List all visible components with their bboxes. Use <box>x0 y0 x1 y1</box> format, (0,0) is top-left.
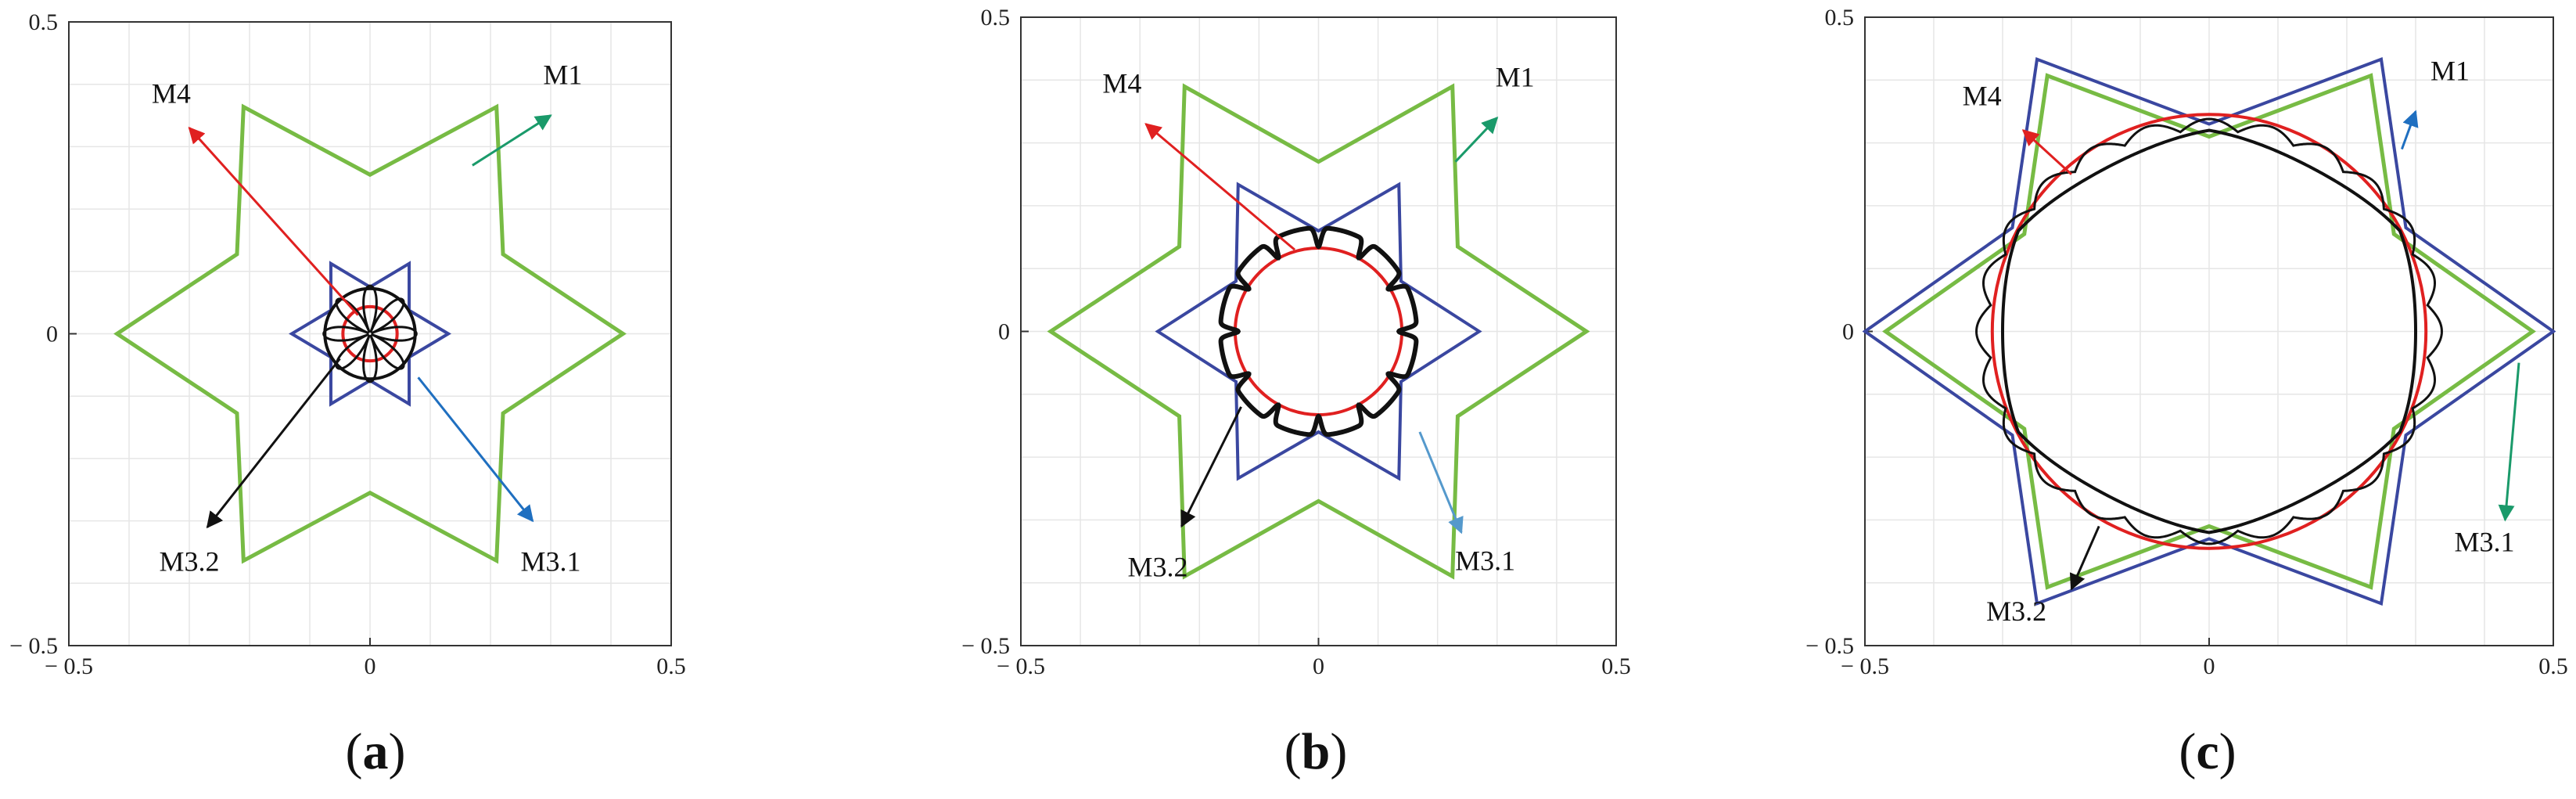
y-tick-label: 0 <box>46 322 58 347</box>
curve-m3-2 <box>323 286 417 381</box>
panel-c: − 0.5 0 0.5 − 0.5 0 0.5 M1 M4 M3.1 M3.2 (c) <box>1805 5 2568 780</box>
annotation-arrow <box>1180 406 1242 528</box>
curve-m4 <box>341 304 399 363</box>
caption-letter: a <box>363 723 389 780</box>
curve-m3-2 <box>1975 117 2443 545</box>
annotation-arrow <box>472 114 552 167</box>
x-tick-label: 0.5 <box>1601 653 1631 679</box>
x-tick-label: − 0.5 <box>997 653 1045 679</box>
annotation-arrow <box>1454 116 1499 163</box>
curve-m1 <box>1047 83 1590 580</box>
y-tick-label: 0.5 <box>1825 5 1855 31</box>
curve-m1 <box>1882 73 2536 590</box>
panel-b: − 0.5 0 0.5 − 0.5 0 0.5 M1 M4 M3.1 M3.2 (b) <box>961 5 1631 780</box>
curve-m4 <box>1990 113 2428 550</box>
annotation-label: M4 <box>1102 67 1141 99</box>
annotation-label: M1 <box>1496 61 1535 92</box>
curve-m3-1 <box>1862 57 2556 606</box>
grid <box>69 22 671 646</box>
grid <box>1865 17 2553 646</box>
annotation-label: M4 <box>1963 80 2002 111</box>
annotation-label: M3.2 <box>1128 552 1188 583</box>
annotation-arrow <box>188 126 359 316</box>
annotation-arrow <box>2400 110 2419 150</box>
annotation-arrow <box>206 358 341 529</box>
curve-m3-1 <box>288 261 452 407</box>
y-tick-label: 0 <box>1842 319 1854 345</box>
annotation-label: M3.2 <box>159 545 219 577</box>
panel-caption: (a) <box>346 723 406 780</box>
annotation-label: M1 <box>543 59 582 91</box>
annotation-label: M4 <box>152 78 191 110</box>
x-tick-label: 0 <box>365 653 376 679</box>
y-tick-label: 0 <box>998 319 1010 345</box>
annotation-arrow <box>2498 362 2520 522</box>
grid <box>1021 17 1616 646</box>
annotation-label: M3.1 <box>2454 527 2514 558</box>
annotation-label: M1 <box>2430 55 2470 86</box>
x-tick-label: 0 <box>1313 653 1324 679</box>
curve-m3-1 <box>1155 182 1482 481</box>
annotation-arrow <box>2069 525 2100 591</box>
caption-letter: b <box>1302 723 1331 780</box>
annotation-arrow <box>1418 431 1464 534</box>
y-tick-label: − 0.5 <box>9 633 58 659</box>
x-tick-label: − 0.5 <box>1841 653 1889 679</box>
caption-letter: c <box>2196 723 2219 780</box>
curve-m3-2 <box>1218 225 1419 437</box>
x-tick-label: 0.5 <box>2538 653 2568 679</box>
panel-a: − 0.5 0 0.5 − 0.5 0 0.5 M1 M4 M3.1 M3.2 (a) <box>9 9 686 780</box>
x-tick-label: − 0.5 <box>45 653 93 679</box>
y-tick-label: 0.5 <box>29 9 59 35</box>
y-tick-label: − 0.5 <box>1805 633 1854 659</box>
panel-caption: (b) <box>1284 723 1348 780</box>
annotation-label: M3.2 <box>1986 596 2046 627</box>
annotation-label: M3.1 <box>1455 545 1515 577</box>
x-tick-label: 0 <box>2204 653 2215 679</box>
annotation-arrow <box>1144 123 1296 251</box>
annotation-arrow <box>417 376 534 523</box>
curve-m1 <box>113 103 627 564</box>
y-tick-label: 0.5 <box>981 5 1011 31</box>
panel-caption: (c) <box>2179 723 2236 780</box>
x-tick-label: 0.5 <box>656 653 686 679</box>
annotation-arrow <box>2021 129 2073 175</box>
annotation-label: M3.1 <box>520 545 580 577</box>
y-tick-label: − 0.5 <box>961 633 1010 659</box>
curve-m3-2-inner <box>2001 128 2417 534</box>
